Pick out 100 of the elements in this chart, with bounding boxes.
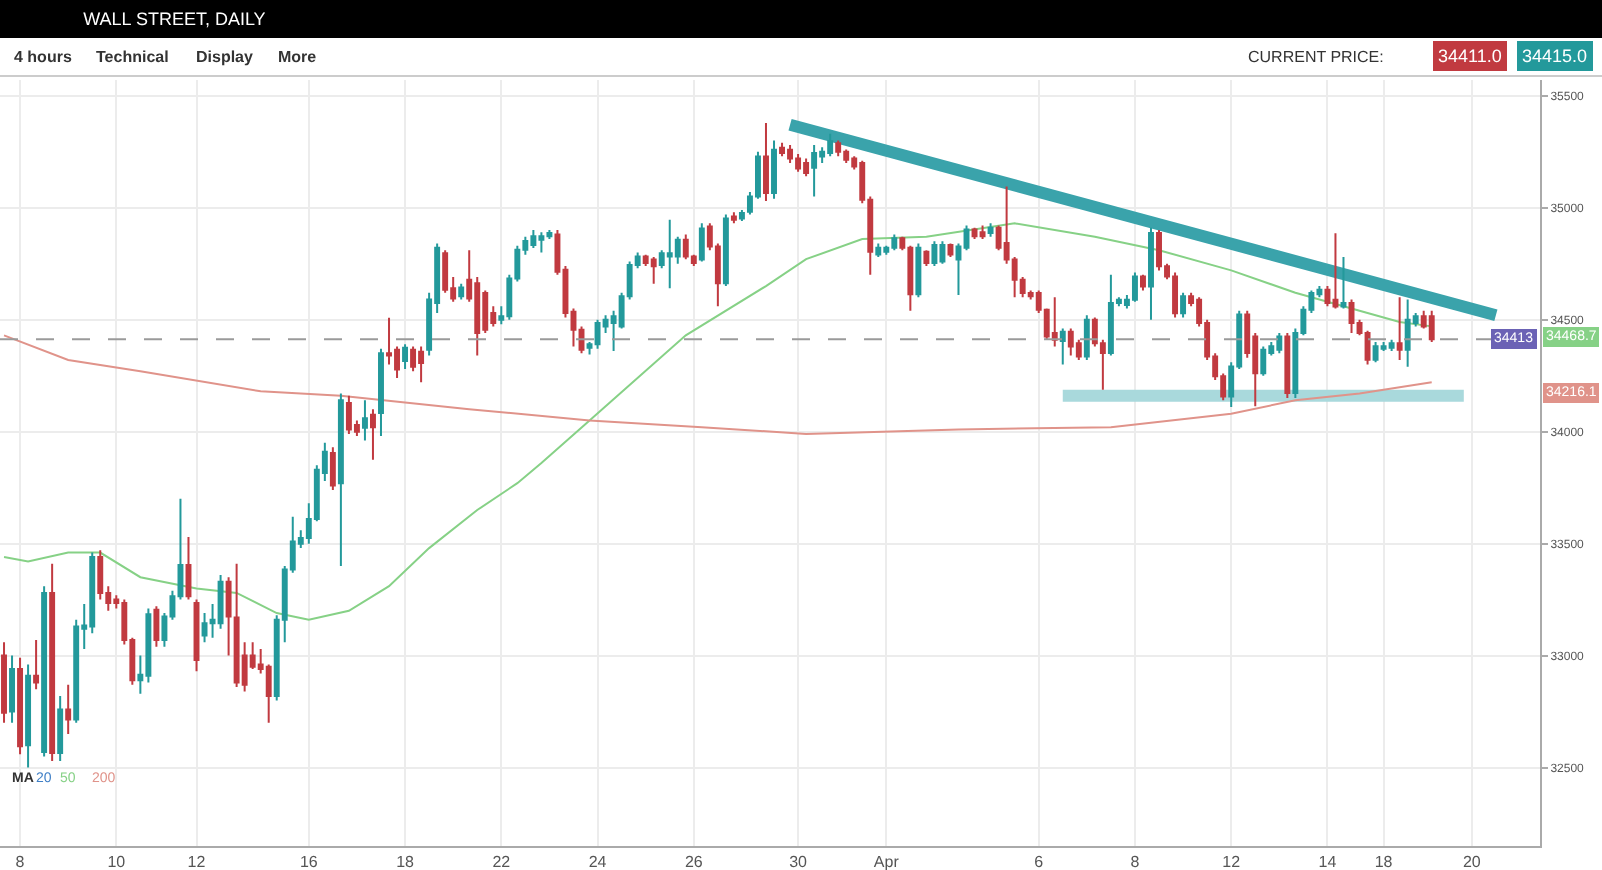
candlestick (915, 242, 922, 299)
candlestick (17, 656, 24, 756)
candlestick (57, 694, 64, 762)
candlestick (217, 573, 224, 630)
candlestick (875, 242, 882, 258)
candlestick (594, 318, 601, 350)
candlestick (9, 654, 15, 724)
candlestick (763, 122, 769, 202)
candlestick (233, 562, 240, 688)
candlestick (225, 576, 232, 657)
candlestick (1332, 232, 1339, 310)
text: 4 hours (14, 48, 73, 66)
candlestick (1107, 273, 1114, 357)
candlestick (811, 143, 818, 198)
candlestick (650, 255, 657, 285)
candlestick (49, 562, 56, 762)
candlestick (698, 222, 705, 263)
candlestick (1428, 309, 1435, 344)
text: More (278, 48, 318, 66)
x-tick-label: 26 (684, 853, 704, 870)
candlestick (795, 152, 802, 173)
candlestick (1260, 345, 1267, 377)
candlestick (378, 347, 384, 438)
candlestick (1348, 298, 1355, 335)
text: Technical (96, 48, 169, 66)
candlestick (1284, 332, 1291, 400)
x-tick-label: 20 (1462, 853, 1482, 870)
candlestick (939, 240, 946, 265)
text: CURRENT PRICE: (1248, 48, 1384, 66)
candlestick (201, 612, 208, 644)
candlestick (1059, 327, 1066, 366)
candlestick (370, 408, 376, 461)
candlestick (1276, 332, 1283, 355)
text: 34411.0 (1438, 46, 1502, 66)
candlestick (65, 683, 72, 736)
candlestick (1083, 314, 1090, 361)
candlestick (843, 148, 850, 164)
candlestick (1, 641, 7, 724)
candlestick (1404, 298, 1411, 368)
candlestick (345, 394, 352, 435)
chart-title: WALL STREET, DAILY (83, 9, 266, 30)
candlestick (803, 157, 810, 178)
candlestick (835, 139, 842, 158)
candlestick (530, 229, 537, 249)
candlestick (971, 226, 978, 241)
candlestick (771, 139, 777, 200)
candlestick (41, 585, 48, 758)
candlestick (1051, 296, 1058, 348)
x-tick-label: 12 (1222, 853, 1242, 870)
candlestick (1140, 273, 1146, 292)
x-tick-label: 30 (789, 853, 809, 870)
candlestick (25, 663, 32, 769)
text: 34415.0 (1522, 46, 1588, 66)
x-tick-label: Apr (873, 853, 900, 870)
candlestick (722, 213, 729, 288)
candlestick (361, 399, 368, 442)
x-tick-label: 18 (396, 853, 416, 870)
candlestick (907, 244, 914, 312)
candlestick (730, 211, 737, 225)
candlestick (1180, 291, 1187, 319)
x-tick-label: 24 (588, 853, 608, 870)
x-tick-label: 8 (15, 853, 26, 870)
x-tick-label: 18 (1374, 853, 1394, 870)
candlestick (185, 535, 192, 601)
candlestick (1156, 229, 1162, 272)
candlestick (923, 249, 930, 267)
candlestick (1067, 327, 1074, 357)
candlestick (418, 345, 425, 384)
x-tick-label: 8 (1130, 853, 1141, 870)
x-tick-label: 6 (1034, 853, 1045, 870)
x-tick-label: 16 (299, 853, 319, 870)
candlestick (931, 240, 938, 267)
candlestick (979, 224, 986, 241)
candlestick (666, 218, 673, 290)
candlestick (442, 249, 449, 294)
candlestick (402, 343, 409, 370)
candlestick (33, 638, 40, 691)
candlestick (1396, 296, 1403, 361)
x-tick-label: 10 (107, 853, 127, 870)
candlestick (1131, 271, 1138, 303)
candlestick (891, 233, 898, 252)
line-series (3, 334, 1433, 435)
candlestick (538, 231, 545, 254)
text: Display (196, 48, 255, 66)
x-tick-label: 22 (492, 853, 512, 870)
candlestick (787, 143, 794, 164)
candlestick (337, 392, 344, 568)
candlestick (682, 233, 689, 261)
candlestick (779, 141, 785, 158)
candlestick (1388, 338, 1395, 353)
candlestick (153, 605, 160, 648)
candlestick (987, 222, 994, 238)
candlestick (458, 282, 465, 301)
x-tick-label: 14 (1318, 853, 1338, 870)
candlestick (1172, 271, 1179, 319)
candlestick (1148, 226, 1154, 321)
line-series (3, 222, 1433, 621)
candlestick (1340, 255, 1347, 310)
candlestick (827, 132, 834, 158)
candlestick (1372, 341, 1379, 364)
